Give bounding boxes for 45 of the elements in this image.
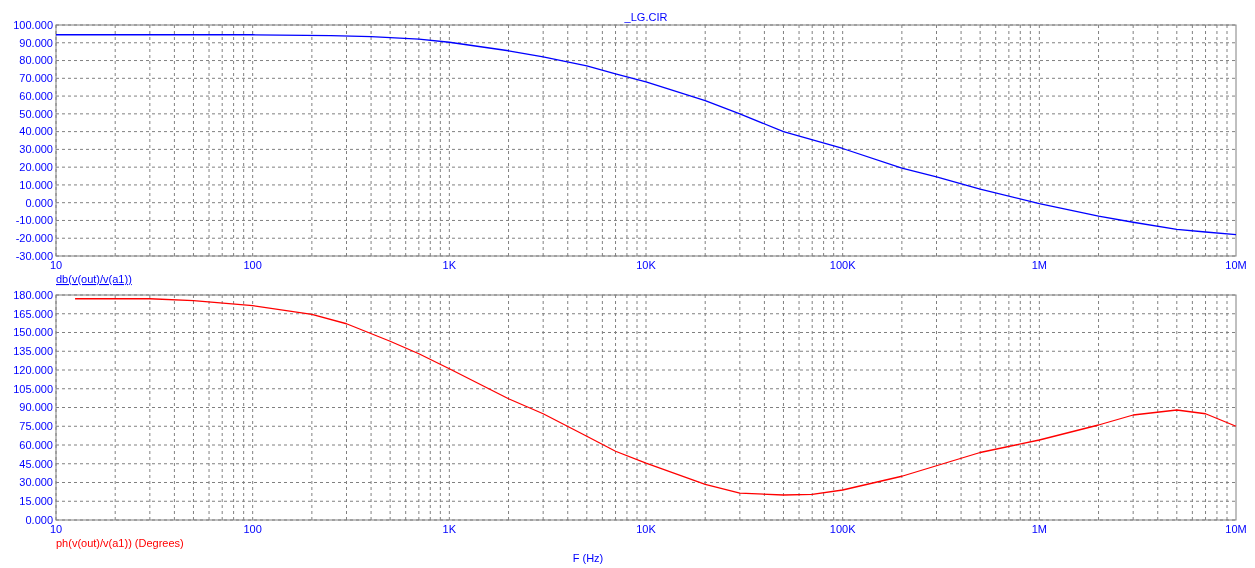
y-tick-label: 120.000 — [13, 363, 53, 376]
x-tick-label: 1M — [1031, 523, 1047, 535]
x-tick-label: 1K — [442, 523, 457, 535]
y-tick-label: 75.000 — [19, 420, 53, 433]
x-tick-label: 100K — [829, 523, 857, 535]
x-tick-label: 100 — [243, 259, 262, 271]
y-tick-label: 30.000 — [19, 143, 53, 156]
x-axis-title: F (Hz) — [572, 552, 604, 564]
y-tick-label: 100.000 — [13, 18, 53, 31]
y-tick-label: 70.000 — [19, 72, 53, 85]
y-tick-label: 90.000 — [19, 36, 53, 49]
x-tick-label: 1M — [1031, 259, 1047, 271]
y-tick-label: 105.000 — [13, 382, 53, 395]
y-tick-label: 30.000 — [19, 476, 53, 489]
y-tick-label: 15.000 — [19, 495, 53, 508]
y-tick-label: 0.000 — [25, 513, 53, 526]
y-tick-label: 165.000 — [13, 307, 53, 320]
x-tick-label: 10M — [1225, 523, 1247, 535]
y-tick-label: -20.000 — [15, 232, 53, 245]
y-tick-label: 90.000 — [19, 401, 53, 414]
y-tick-label: 180.000 — [13, 288, 53, 301]
x-tick-label: 10K — [636, 259, 657, 271]
y-tick-label: 20.000 — [19, 161, 53, 173]
x-tick-label: 10M — [1225, 259, 1247, 271]
x-tick-label: 100 — [243, 523, 262, 535]
text: db(v(out)/v(a1)) — [56, 273, 132, 285]
x-tick-label: 1K — [442, 259, 457, 271]
y-tick-label: 80.000 — [19, 54, 53, 67]
y-tick-label: 60.000 — [19, 89, 53, 102]
y-tick-label: 150.000 — [13, 326, 53, 339]
y-tick-label: 50.000 — [19, 107, 53, 120]
y-tick-label: 60.000 — [19, 438, 53, 451]
text: ph(v(out)/v(a1)) (Degrees) — [56, 537, 184, 549]
x-tick-label: 10 — [49, 259, 63, 271]
y-tick-label: -30.000 — [15, 249, 53, 262]
y-tick-label: 45.000 — [19, 457, 53, 470]
x-tick-label: 10K — [636, 523, 657, 535]
y-tick-label: -10.000 — [15, 214, 53, 227]
x-tick-label: 10 — [49, 523, 63, 535]
y-tick-label: 40.000 — [19, 125, 53, 138]
chart-title: _LG.CIR — [623, 11, 668, 23]
y-tick-label: 0.000 — [25, 196, 53, 209]
y-tick-label: 135.000 — [13, 345, 53, 358]
y-tick-label: 10.000 — [19, 178, 53, 191]
x-tick-label: 100K — [829, 259, 857, 271]
